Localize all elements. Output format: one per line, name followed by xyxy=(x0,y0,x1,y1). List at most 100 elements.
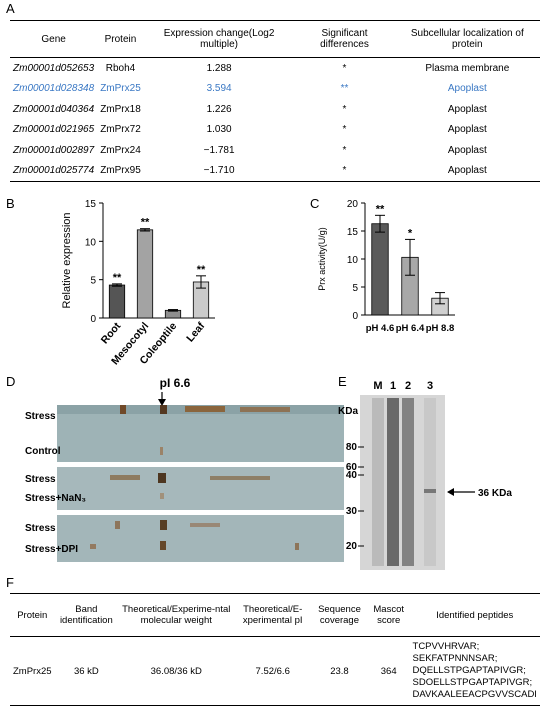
column-header: Band identification xyxy=(54,593,119,637)
peptide-table: Protein Band identification Theoretical/Ex… xyxy=(10,593,540,706)
table-cell: 1.288 xyxy=(206,62,232,74)
x-tick-label: pH 8.8 xyxy=(426,323,455,334)
error-bar xyxy=(112,283,122,287)
table-cell: Plasma membrane xyxy=(425,62,510,74)
column-header: Expression change(Log2 multiple) xyxy=(143,20,295,58)
lane-label: 2 xyxy=(405,380,411,392)
column-header: Subcellular localization of protein xyxy=(394,20,540,58)
significance: ** xyxy=(376,203,385,215)
column-header: Significant differences xyxy=(294,20,395,58)
gel-panel xyxy=(57,467,344,510)
arrow-head xyxy=(158,399,166,406)
table-cell: 23.8 xyxy=(330,665,349,677)
gel-band xyxy=(160,493,164,499)
gel-band xyxy=(115,521,120,529)
significance: ** xyxy=(197,264,206,276)
x-tick-label: Root xyxy=(99,320,124,346)
table-cell: ZmPrx24 xyxy=(100,144,141,156)
lane-label: Stress+NaN₃ xyxy=(25,493,86,504)
gel-band xyxy=(295,543,299,550)
significance: * xyxy=(408,227,413,239)
lane-label: Stress xyxy=(25,523,56,534)
lane-label: Stress xyxy=(25,474,56,485)
column-header: Protein xyxy=(97,20,144,58)
y-tick-label: 10 xyxy=(347,255,359,266)
table-cell: ZmPrx18 xyxy=(100,103,141,115)
y-tick-label: 0 xyxy=(352,311,358,322)
column-header: Theoretical/Experime-ntal molecular weig… xyxy=(118,593,235,637)
column-header: Identified peptides xyxy=(409,593,540,637)
table-cell: * xyxy=(342,124,347,136)
panel-label: E xyxy=(338,374,347,389)
gel-band xyxy=(210,476,270,480)
table-row: Zm00001d028348 ZmPrx25 3.594 ** Apoplast xyxy=(10,79,540,100)
column-header: Sequence coverage xyxy=(311,593,368,637)
x-tick-label: pH 6.4 xyxy=(396,323,425,334)
table-cell: Zm00001d002897 xyxy=(13,144,95,156)
peptide: SDOELLSTPGAPTAPIVGR; xyxy=(412,677,533,688)
y-tick-label: 10 xyxy=(85,237,97,248)
table-cell: * xyxy=(342,62,347,74)
significance: ** xyxy=(113,272,122,284)
peptide: TCPVVHRVAR; xyxy=(412,641,480,652)
gel-band xyxy=(160,447,163,455)
table-cell: 7.52/6.6 xyxy=(255,665,290,677)
table-cell: −1.781 xyxy=(203,144,235,156)
y-tick-label: 20 xyxy=(347,199,359,210)
table-row: Zm00001d002897 ZmPrx24 −1.781 * Apoplast xyxy=(10,140,540,161)
gel-band xyxy=(158,473,166,483)
lane-label: Stress+DPI xyxy=(25,544,78,555)
lane xyxy=(372,398,384,566)
band-label: 36 KDa xyxy=(478,488,512,499)
table-cell: Apoplast xyxy=(447,124,487,136)
lane-label: 3 xyxy=(427,380,433,392)
lane-label: Control xyxy=(25,446,61,457)
bar xyxy=(371,223,389,316)
peptide: DQELLSTPGAPTAPIVGR; xyxy=(412,665,526,676)
table-cell: 1.030 xyxy=(206,124,232,136)
marker-label: 30 xyxy=(346,506,358,517)
table-cell: Zm00001d040364 xyxy=(13,103,95,115)
table-cell: 36 kD xyxy=(73,665,99,677)
lane-label: M xyxy=(373,380,382,392)
bar xyxy=(136,229,154,319)
column-header: Theoretical/E-xperimental pI xyxy=(234,593,312,637)
gel-panel xyxy=(57,515,344,562)
marker-label: 20 xyxy=(346,541,358,552)
table-cell: Zm00001d028348 xyxy=(13,83,95,95)
table-cell: ** xyxy=(340,83,349,95)
significance: ** xyxy=(141,217,150,229)
error-bar xyxy=(435,292,445,305)
gel-band xyxy=(160,405,167,414)
table-cell: Apoplast xyxy=(447,144,487,156)
gel-band xyxy=(190,523,220,527)
gel-zymogram: pI 6.6 Stress Control Stress Stress+NaN₃ Str… xyxy=(25,376,344,562)
column-header: Gene xyxy=(10,20,98,58)
lane xyxy=(424,398,436,566)
error-bar xyxy=(168,309,178,312)
gel-band xyxy=(185,406,225,412)
table-row: ZmPrx25 36 kD 36.08/36 kD 7.52/6.6 23.8 364 TC… xyxy=(10,637,540,706)
y-tick-label: 0 xyxy=(90,314,96,325)
table-cell: ZmPrx25 xyxy=(13,665,52,677)
x-tick-label: pH 4.6 xyxy=(366,323,395,334)
arrow-head xyxy=(447,488,454,496)
column-header: Protein xyxy=(10,593,55,637)
peptide: DAVKAALEEACPGVVSCADI xyxy=(412,689,537,700)
table-cell: * xyxy=(342,165,347,177)
table-cell: TCPVVHRVAR; SEKFATPNNNSAR; DQELLSTPGAPTAPI… xyxy=(410,637,540,706)
gel-band xyxy=(424,489,436,493)
panel-label: D xyxy=(6,374,16,389)
error-bar xyxy=(405,238,415,276)
pi-marker: pI 6.6 xyxy=(160,376,191,390)
y-axis-label: Relative expression xyxy=(61,213,73,309)
column-header: Mascot score xyxy=(367,593,410,637)
table-row: Zm00001d025774 ZmPrx95 −1.710 * Apoplast xyxy=(10,161,540,182)
bar xyxy=(108,284,126,319)
error-bar xyxy=(196,275,206,289)
unit-label: KDa xyxy=(338,406,358,417)
gel-band xyxy=(120,405,126,414)
